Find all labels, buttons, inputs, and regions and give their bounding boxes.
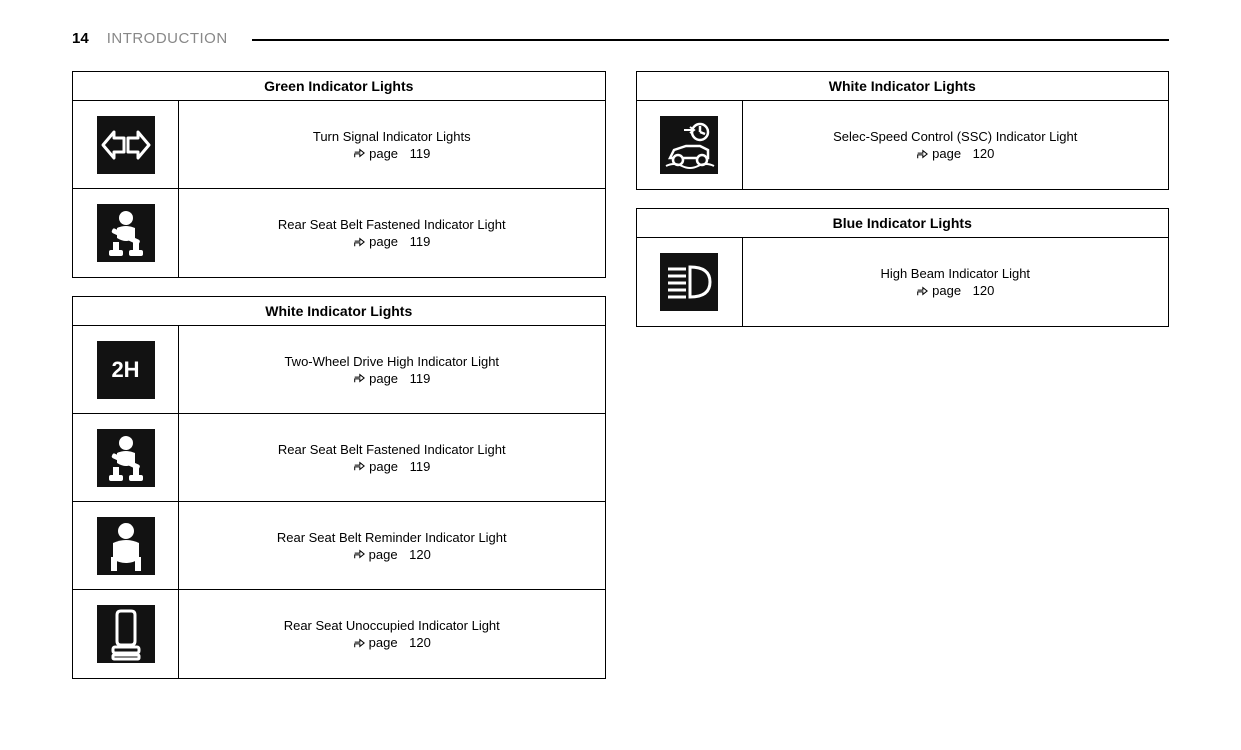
icon-cell: 2H xyxy=(73,326,179,413)
page-ref-num: 119 xyxy=(410,234,431,249)
indicator-label: Rear Seat Belt Reminder Indicator Light xyxy=(277,530,507,545)
icon-cell xyxy=(73,101,179,188)
seatbelt-fastened-icon xyxy=(97,429,155,487)
indicator-label: Rear Seat Unoccupied Indicator Light xyxy=(284,618,500,633)
page-ref-prefix: page xyxy=(932,283,961,298)
indicator-label: Turn Signal Indicator Lights xyxy=(313,129,471,144)
indicator-label: Rear Seat Belt Fastened Indicator Light xyxy=(278,442,506,457)
page-ref-prefix: page xyxy=(369,371,398,386)
page-ref-num: 120 xyxy=(973,283,995,298)
header-rule xyxy=(252,39,1169,41)
page-ref[interactable]: page 120 xyxy=(916,146,994,161)
page-ref-arrow-icon xyxy=(916,285,928,297)
high-beam-icon xyxy=(660,253,718,311)
page-ref[interactable]: page 119 xyxy=(353,146,430,161)
group-white-right: White Indicator Lights xyxy=(636,71,1170,190)
right-column: White Indicator Lights xyxy=(636,71,1170,697)
desc-cell: High Beam Indicator Light page 120 xyxy=(743,238,1169,326)
page-ref-prefix: page xyxy=(369,635,398,650)
table-row: 2H Two-Wheel Drive High Indicator Light … xyxy=(73,326,605,414)
page-ref-arrow-icon xyxy=(353,147,365,159)
page-ref-arrow-icon xyxy=(353,548,365,560)
table-row: High Beam Indicator Light page 120 xyxy=(637,238,1169,326)
seatbelt-fastened-icon xyxy=(97,204,155,262)
page-ref-arrow-icon xyxy=(353,460,365,472)
indicator-label: Two-Wheel Drive High Indicator Light xyxy=(284,354,499,369)
left-column: Green Indicator Lights Turn Signal Indic… xyxy=(72,71,606,697)
page-ref-prefix: page xyxy=(932,146,961,161)
icon-cell xyxy=(637,238,743,326)
table-row: Rear Seat Belt Fastened Indicator Light … xyxy=(73,189,605,277)
page-ref-prefix: page xyxy=(369,146,398,161)
page-ref-num: 120 xyxy=(409,635,431,650)
page-ref[interactable]: page 119 xyxy=(353,234,430,249)
content-columns: Green Indicator Lights Turn Signal Indic… xyxy=(72,71,1169,697)
page-ref-num: 119 xyxy=(410,459,431,474)
group-green: Green Indicator Lights Turn Signal Indic… xyxy=(72,71,606,278)
desc-cell: Rear Seat Unoccupied Indicator Light pag… xyxy=(179,590,605,678)
turn-signal-icon xyxy=(97,116,155,174)
table-row: Rear Seat Unoccupied Indicator Light pag… xyxy=(73,590,605,678)
desc-cell: Rear Seat Belt Reminder Indicator Light … xyxy=(179,502,605,589)
page-ref-prefix: page xyxy=(369,234,398,249)
ssc-icon xyxy=(660,116,718,174)
desc-cell: Rear Seat Belt Fastened Indicator Light … xyxy=(179,189,605,277)
page-ref-num: 120 xyxy=(973,146,995,161)
group-title-white-right: White Indicator Lights xyxy=(637,72,1169,101)
page-ref-prefix: page xyxy=(369,547,398,562)
page-ref-arrow-icon xyxy=(916,148,928,160)
indicator-label: Selec-Speed Control (SSC) Indicator Ligh… xyxy=(833,129,1077,144)
desc-cell: Rear Seat Belt Fastened Indicator Light … xyxy=(179,414,605,501)
page-ref[interactable]: page 120 xyxy=(916,283,994,298)
page-number: 14 xyxy=(72,30,89,47)
page-ref[interactable]: page 119 xyxy=(353,371,430,386)
indicator-label: Rear Seat Belt Fastened Indicator Light xyxy=(278,217,506,232)
page-ref-prefix: page xyxy=(369,459,398,474)
group-title-green: Green Indicator Lights xyxy=(73,72,605,101)
page-header: 14 INTRODUCTION xyxy=(72,30,1169,47)
table-row: Rear Seat Belt Fastened Indicator Light … xyxy=(73,414,605,502)
table-row: Turn Signal Indicator Lights page 119 xyxy=(73,101,605,189)
icon-cell xyxy=(73,502,179,589)
group-white-left: White Indicator Lights 2H Two-Wheel Driv… xyxy=(72,296,606,679)
table-row: Rear Seat Belt Reminder Indicator Light … xyxy=(73,502,605,590)
seatbelt-reminder-icon xyxy=(97,517,155,575)
desc-cell: Turn Signal Indicator Lights page 119 xyxy=(179,101,605,188)
group-title-blue: Blue Indicator Lights xyxy=(637,209,1169,238)
page-ref[interactable]: page 119 xyxy=(353,459,430,474)
page-ref-arrow-icon xyxy=(353,372,365,384)
page-ref[interactable]: page 120 xyxy=(353,635,431,650)
page-ref-num: 119 xyxy=(410,371,431,386)
section-title: INTRODUCTION xyxy=(107,30,228,47)
desc-cell: Two-Wheel Drive High Indicator Light pag… xyxy=(179,326,605,413)
page-ref-num: 119 xyxy=(410,146,431,161)
indicator-label: High Beam Indicator Light xyxy=(880,266,1030,281)
group-blue: Blue Indicator Lights xyxy=(636,208,1170,327)
page-ref-arrow-icon xyxy=(353,236,365,248)
page-ref[interactable]: page 120 xyxy=(353,547,431,562)
seat-unoccupied-icon xyxy=(97,605,155,663)
page-ref-num: 120 xyxy=(409,547,431,562)
table-row: Selec-Speed Control (SSC) Indicator Ligh… xyxy=(637,101,1169,189)
icon-cell xyxy=(73,414,179,501)
icon-cell xyxy=(73,189,179,277)
desc-cell: Selec-Speed Control (SSC) Indicator Ligh… xyxy=(743,101,1169,189)
icon-cell xyxy=(637,101,743,189)
group-title-white-left: White Indicator Lights xyxy=(73,297,605,326)
page-ref-arrow-icon xyxy=(353,637,365,649)
two-wheel-drive-high-icon: 2H xyxy=(97,341,155,399)
icon-cell xyxy=(73,590,179,678)
